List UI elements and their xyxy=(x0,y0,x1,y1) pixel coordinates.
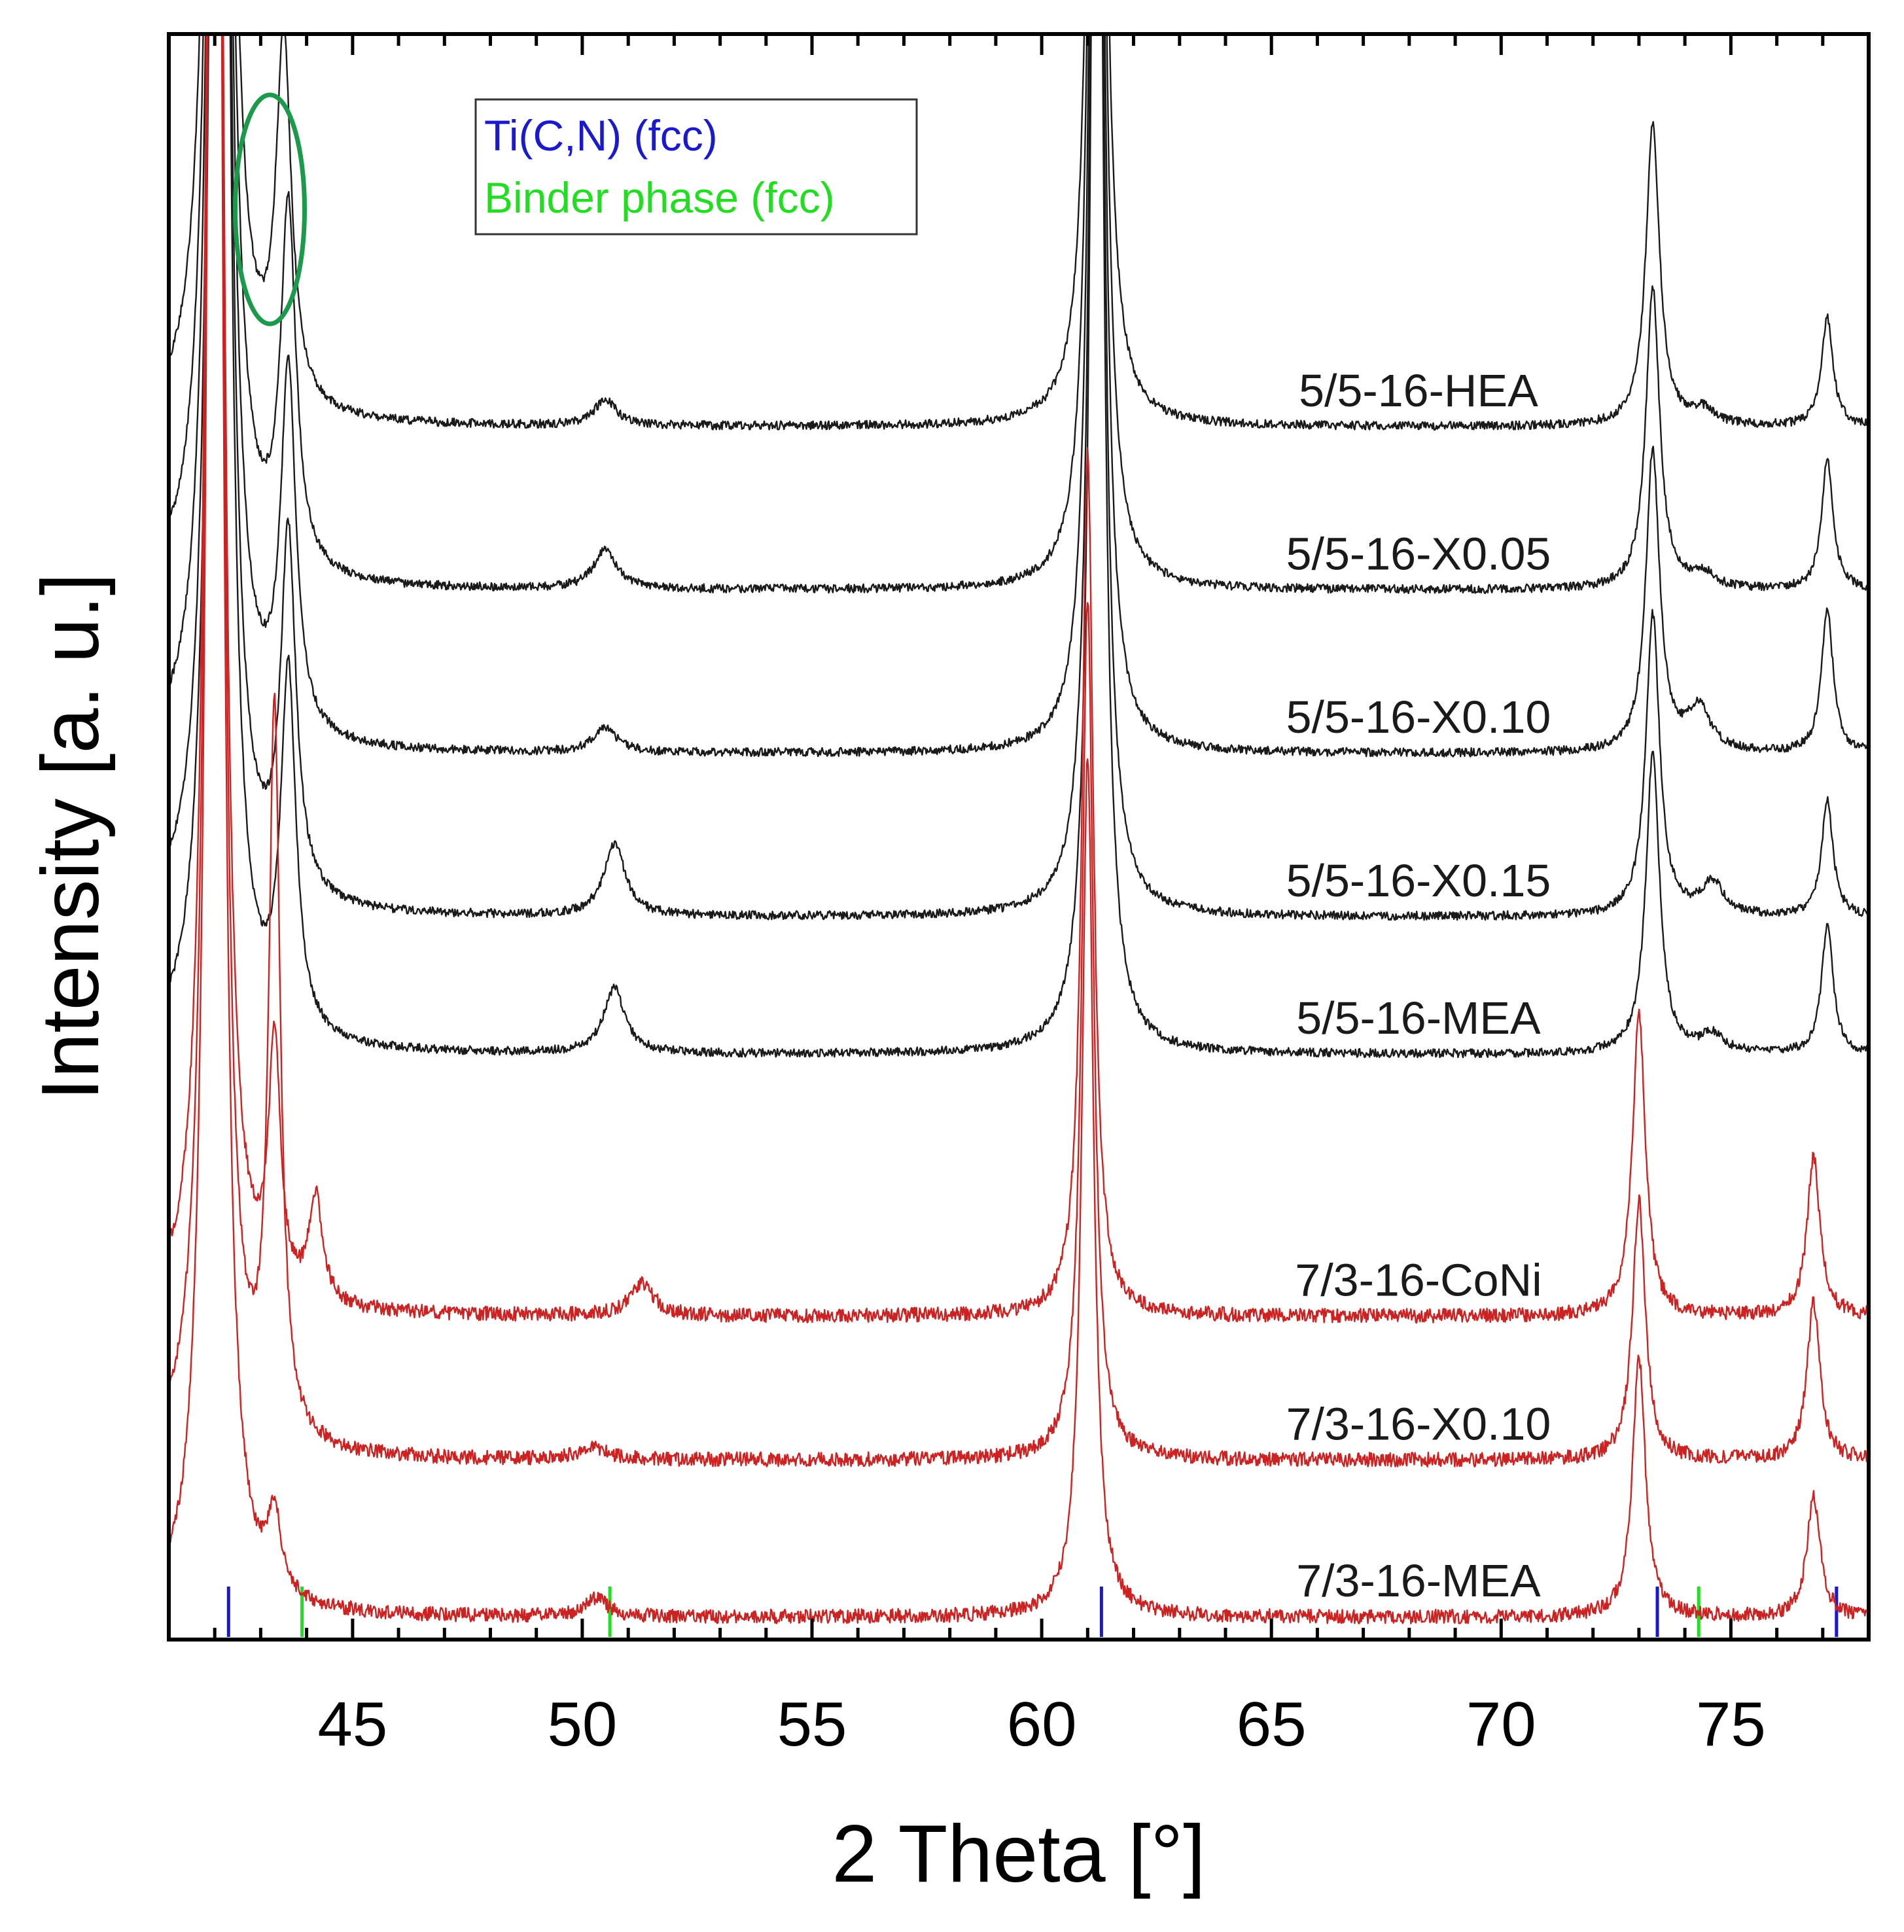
series-line xyxy=(169,34,1869,758)
x-tick-label: 70 xyxy=(1466,1689,1536,1759)
x-axis: 45 50 55 60 65 70 75 xyxy=(213,34,1871,1759)
y-axis-label: Intensity [a. u.] xyxy=(26,573,116,1100)
series-group xyxy=(169,34,1869,1625)
binder-peak-ellipse xyxy=(233,92,307,326)
legend-entry-binder: Binder phase (fcc) xyxy=(484,173,835,222)
series-label: 7/3-16-CoNi xyxy=(1295,1254,1542,1305)
series-label: 7/3-16-X0.10 xyxy=(1286,1398,1551,1449)
series-line xyxy=(169,34,1869,1324)
series-label: 7/3-16-MEA xyxy=(1296,1555,1541,1606)
series-label: 5/5-16-X0.15 xyxy=(1286,855,1551,906)
legend-entry-ticn: Ti(C,N) (fcc) xyxy=(484,111,718,160)
series-line xyxy=(169,34,1869,921)
x-axis-label: 2 Theta [°] xyxy=(832,1809,1205,1899)
series-labels: 5/5-16-HEA 5/5-16-X0.05 5/5-16-X0.10 5/5-16… xyxy=(1286,365,1551,1606)
series-label: 5/5-16-X0.05 xyxy=(1286,529,1551,580)
legend-box: Ti(C,N) (fcc) Binder phase (fcc) xyxy=(474,98,918,236)
series-line xyxy=(169,34,1869,1625)
series-label: 5/5-16-HEA xyxy=(1299,365,1538,416)
series-label: 5/5-16-MEA xyxy=(1296,992,1541,1044)
x-tick-label: 65 xyxy=(1237,1689,1307,1759)
series-line xyxy=(169,34,1869,1468)
x-tick-label: 55 xyxy=(777,1689,847,1759)
x-tick-label: 75 xyxy=(1696,1689,1766,1759)
x-tick-label: 60 xyxy=(1007,1689,1077,1759)
plot-frame xyxy=(167,32,1871,1642)
series-line xyxy=(169,34,1869,594)
series-label: 5/5-16-X0.10 xyxy=(1286,692,1551,743)
series-line xyxy=(169,34,1869,431)
series-line xyxy=(169,34,1869,1059)
x-tick-label: 45 xyxy=(318,1689,388,1759)
legend-frame xyxy=(474,98,918,236)
x-tick-label: 50 xyxy=(548,1689,618,1759)
